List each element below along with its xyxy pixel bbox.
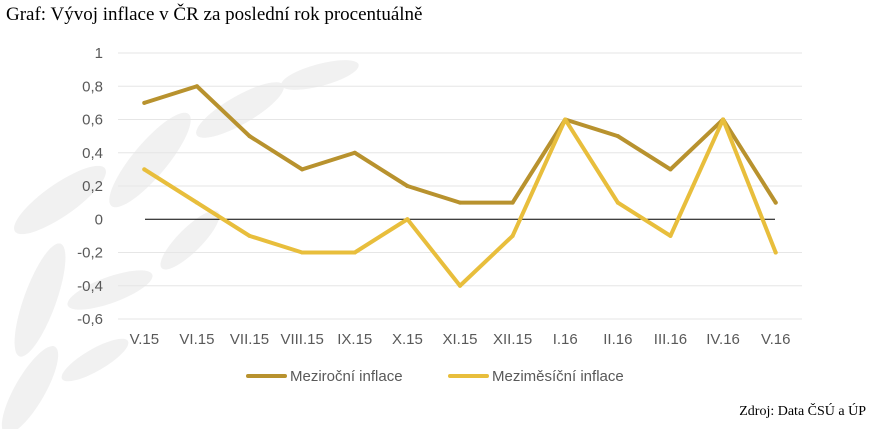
series-lines — [142, 84, 778, 288]
y-tick-label: -0,4 — [77, 278, 103, 295]
x-axis-ticks: V.15 VI.15 VII.15 VIII.15 IX.15 X.15 XI.15 XII.… — [130, 331, 791, 348]
olive-branch-watermark — [1, 60, 359, 429]
y-axis-ticks: -0,6 -0,4 -0,2 0 0,2 0,4 0,6 0,8 1 — [77, 45, 103, 328]
data-point — [300, 167, 305, 172]
x-tick-label: V.15 — [130, 331, 159, 348]
y-tick-label: 0,2 — [82, 178, 103, 195]
x-tick-label: II.16 — [603, 331, 632, 348]
data-point — [142, 167, 147, 172]
data-point — [194, 84, 199, 89]
data-point — [773, 250, 778, 255]
x-tick-label: IV.16 — [706, 331, 740, 348]
x-tick-label: VIII.15 — [280, 331, 323, 348]
source-note: Zdroj: Data ČSÚ a ÚP — [739, 404, 866, 419]
data-point — [721, 117, 726, 122]
legend-label: Meziměsíční inflace — [492, 368, 624, 385]
data-point — [352, 250, 357, 255]
data-point — [773, 200, 778, 205]
data-point — [668, 233, 673, 238]
data-point — [300, 250, 305, 255]
data-point — [615, 134, 620, 139]
data-point — [405, 217, 410, 222]
data-point — [510, 233, 515, 238]
data-point — [458, 283, 462, 288]
y-tick-label: -0,6 — [77, 311, 103, 328]
x-tick-label: VI.15 — [179, 331, 214, 348]
x-tick-label: XII.15 — [493, 331, 532, 348]
x-tick-label: XI.15 — [442, 331, 477, 348]
data-point — [247, 134, 252, 139]
chart-title: Graf: Vývoj inflace v ČR za poslední rok… — [6, 4, 423, 25]
y-tick-label: 0,4 — [82, 145, 103, 162]
y-tick-label: 0 — [95, 211, 103, 228]
data-point — [615, 200, 620, 205]
data-point — [142, 100, 147, 105]
data-point — [668, 167, 673, 172]
x-tick-label: I.16 — [553, 331, 578, 348]
gridlines — [118, 52, 802, 320]
legend-label: Meziroční inflace — [290, 368, 403, 385]
y-tick-label: -0,2 — [77, 245, 103, 262]
x-tick-label: VII.15 — [230, 331, 269, 348]
data-point — [510, 200, 515, 205]
x-tick-label: X.15 — [392, 331, 423, 348]
data-point — [247, 233, 252, 238]
y-tick-label: 0,6 — [82, 112, 103, 129]
data-point — [458, 200, 462, 205]
x-tick-label: V.16 — [761, 331, 790, 348]
data-point — [405, 184, 410, 188]
legend: Meziroční inflace Meziměsíční inflace — [246, 368, 624, 385]
x-tick-label: IX.15 — [337, 331, 372, 348]
x-tick-label: III.16 — [654, 331, 687, 348]
y-tick-label: 0,8 — [82, 78, 103, 95]
data-point — [563, 117, 568, 122]
data-point — [194, 200, 199, 205]
data-point — [352, 150, 357, 155]
y-tick-label: 1 — [95, 45, 103, 62]
